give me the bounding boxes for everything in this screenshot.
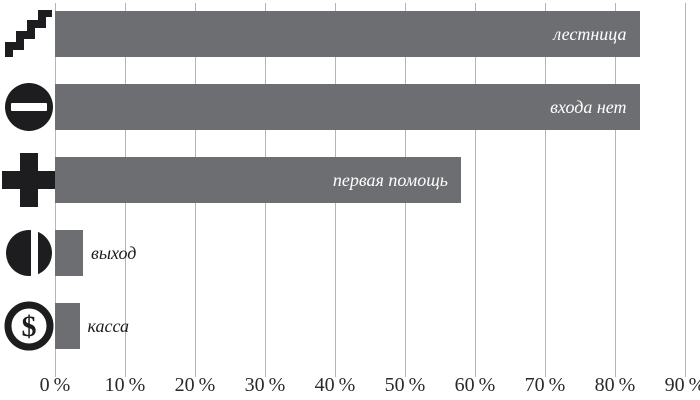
dollar-sign-icon: $ [2,299,56,353]
x-tick-label: 0 % [39,374,71,396]
bar: первая помощь [55,157,461,203]
bar: касса [55,303,129,349]
x-tick-label: 50 % [384,374,426,396]
x-tick-label: 10 % [104,374,146,396]
x-tick-label: 70 % [524,374,566,396]
x-tick-label: 30 % [244,374,286,396]
gridline [615,3,616,377]
bar: выход [55,230,136,276]
x-tick-label: 80 % [594,374,636,396]
x-tick-label: 60 % [454,374,496,396]
gridline [475,3,476,377]
bar: лестница [55,11,640,57]
gridline [545,3,546,377]
bar-label: выход [91,242,137,263]
bar-row: первая помощь [0,153,700,207]
bar-label: лестница [553,23,627,44]
bar-label: первая помощь [332,169,448,190]
gridline [685,3,686,377]
bar-row: лестница [0,10,700,57]
exit-door-icon [2,226,56,280]
bar-label: касса [87,315,129,336]
no-entry-icon [2,80,56,134]
x-tick-label: 20 % [174,374,216,396]
x-tick-label: 40 % [314,374,356,396]
first-aid-cross-icon [2,153,56,207]
bar-row: выход [0,229,700,277]
x-tick-label: 90 % [664,374,700,396]
bar-row: входа нет [0,83,700,131]
stairs-icon [2,7,56,61]
svg-text:$: $ [22,310,37,343]
bar: входа нет [55,84,640,130]
bar-label: входа нет [550,96,627,117]
bar-row: $ касса [0,301,700,351]
